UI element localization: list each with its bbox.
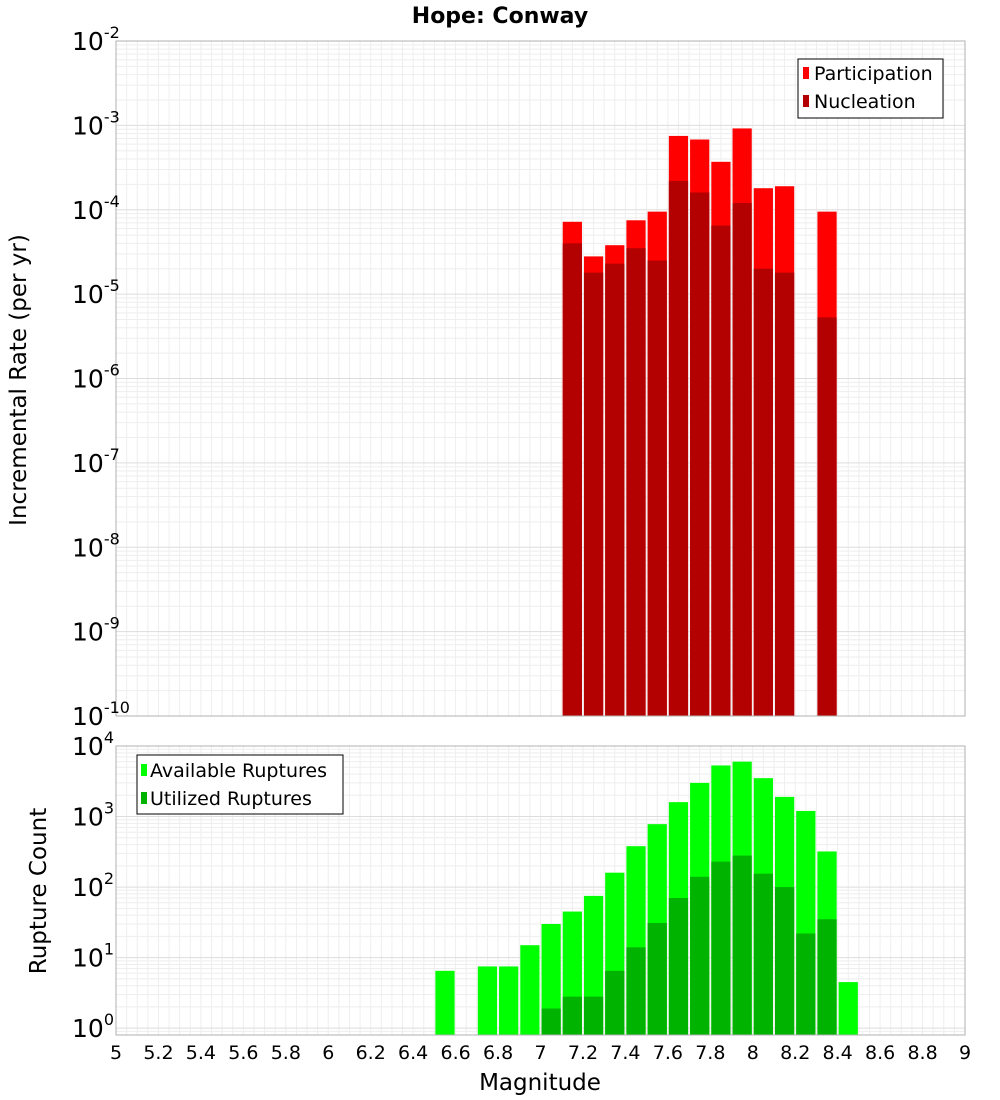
nucleation-bar <box>583 272 604 716</box>
legend-label-participation: Participation <box>814 63 933 85</box>
x-tick-label: 6.6 <box>440 1042 470 1064</box>
x-tick-label: 8 <box>747 1042 759 1064</box>
legend-swatch-nucleation <box>803 95 809 107</box>
x-tick-labels: 5 5.2 5.4 5.6 5.8 6 6.2 6.4 6.6 6.8 7 7.2 7.4 7.6 7.8 8… <box>110 1042 971 1064</box>
nucleation-bar <box>753 268 773 716</box>
bottom-legend: Available Ruptures Utilized Ruptures <box>136 754 344 815</box>
nucleation-bar <box>711 225 731 716</box>
legend-swatch-participation <box>803 67 809 79</box>
nucleation-bar <box>562 243 582 717</box>
x-axis-label: Magnitude <box>479 1070 601 1096</box>
x-tick-label: 6 <box>322 1042 334 1064</box>
top-plot-border <box>115 40 966 717</box>
x-tick-label: 7.6 <box>653 1042 683 1064</box>
x-tick-label: 9 <box>959 1042 971 1064</box>
y-tick-label: 10-6 <box>72 361 120 394</box>
x-tick-label: 7.8 <box>695 1042 725 1064</box>
x-tick-label: 5 <box>110 1042 122 1064</box>
utilized-ruptures-bar <box>668 898 689 1035</box>
x-tick-label: 5.4 <box>186 1042 216 1064</box>
x-tick-label: 7.4 <box>610 1042 640 1064</box>
utilized-ruptures-bar <box>732 855 752 1035</box>
utilized-ruptures-bar <box>583 996 604 1035</box>
nucleation-bar <box>690 192 710 717</box>
bottom-legend-box <box>136 754 344 815</box>
bottom-plot-bars <box>435 761 858 1035</box>
x-tick-label: 6.8 <box>483 1042 513 1064</box>
x-tick-label: 6.4 <box>398 1042 428 1064</box>
legend-label-available: Available Ruptures <box>150 760 327 782</box>
legend-label-utilized: Utilized Ruptures <box>150 788 312 810</box>
top-legend: Participation Nucleation <box>797 58 944 119</box>
utilized-ruptures-bar <box>647 922 667 1035</box>
x-tick-label: 7.2 <box>568 1042 598 1064</box>
nucleation-bar <box>626 248 646 717</box>
top-y-tick-labels: 10-2 10-3 10-4 10-5 10-6 10-7 10-8 10-9 10-10 <box>72 23 130 731</box>
bottom-y-axis-label: Rupture Count <box>26 808 52 974</box>
utilized-ruptures-bar <box>817 919 837 1035</box>
nucleation-bar <box>817 317 837 716</box>
nucleation-bar <box>605 263 625 716</box>
top-y-axis-label: Incremental Rate (per yr) <box>6 234 32 526</box>
utilized-ruptures-bar <box>753 873 773 1035</box>
x-tick-label: 6.2 <box>356 1042 386 1064</box>
x-tick-label: 7 <box>534 1042 546 1064</box>
available-ruptures-bar <box>541 923 561 1035</box>
x-tick-label: 8.2 <box>780 1042 810 1064</box>
available-ruptures-bar <box>435 970 455 1035</box>
nucleation-bar <box>668 180 689 716</box>
y-tick-label: 103 <box>72 799 114 832</box>
y-tick-label: 10-8 <box>72 529 120 562</box>
available-ruptures-bar <box>499 966 519 1035</box>
utilized-ruptures-bar <box>774 887 795 1035</box>
y-tick-label: 10-9 <box>72 614 120 647</box>
y-tick-label: 10-5 <box>72 276 120 309</box>
y-tick-label: 104 <box>72 728 114 761</box>
x-tick-label: 8.6 <box>865 1042 895 1064</box>
available-ruptures-bar <box>520 945 540 1035</box>
y-tick-label: 102 <box>72 869 114 902</box>
chart-title: Hope: Conway <box>412 4 588 29</box>
legend-swatch-available <box>141 764 147 776</box>
x-tick-label: 5.6 <box>228 1042 258 1064</box>
utilized-ruptures-bar <box>605 970 625 1035</box>
nucleation-bar <box>732 203 752 716</box>
top-plot-bars <box>562 128 837 717</box>
x-tick-label: 5.2 <box>143 1042 173 1064</box>
legend-label-nucleation: Nucleation <box>814 91 916 113</box>
bottom-y-tick-labels: 100 101 102 103 104 <box>72 728 114 1043</box>
utilized-ruptures-bar <box>711 861 731 1035</box>
legend-swatch-utilized <box>141 792 147 804</box>
bottom-plot-border <box>115 745 966 1036</box>
available-ruptures-bar <box>838 982 858 1035</box>
y-tick-label: 10-2 <box>72 23 120 56</box>
nucleation-bar <box>774 272 795 716</box>
x-tick-label: 5.8 <box>271 1042 301 1064</box>
y-tick-label: 101 <box>72 940 114 973</box>
top-legend-box <box>797 58 944 119</box>
utilized-ruptures-bar <box>541 1008 561 1035</box>
utilized-ruptures-bar <box>562 996 582 1035</box>
nucleation-bar <box>647 260 667 716</box>
y-tick-label: 10-7 <box>72 445 120 478</box>
available-ruptures-bar <box>477 966 498 1035</box>
utilized-ruptures-bar <box>626 947 646 1035</box>
y-tick-label: 10-4 <box>72 192 120 225</box>
x-tick-label: 8.8 <box>907 1042 937 1064</box>
x-tick-label: 8.4 <box>823 1042 853 1064</box>
y-tick-label: 100 <box>72 1010 114 1043</box>
top-plot-grid <box>115 40 966 717</box>
utilized-ruptures-bar <box>690 876 710 1035</box>
y-tick-label: 10-3 <box>72 107 120 140</box>
utilized-ruptures-bar <box>796 933 816 1035</box>
y-tick-label: 10-10 <box>72 698 130 731</box>
